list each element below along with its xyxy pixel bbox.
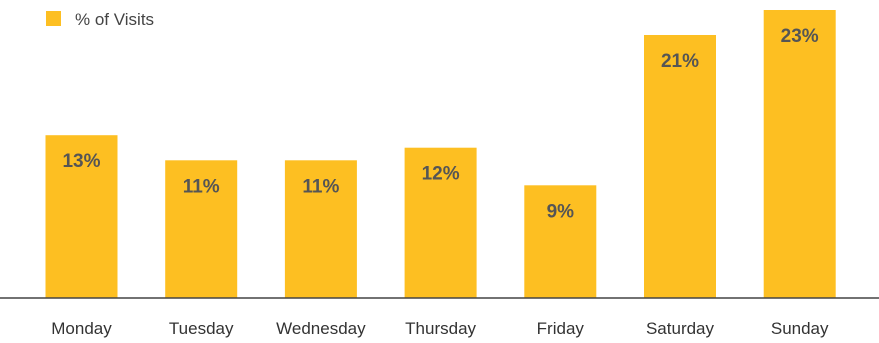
bar-thursday (404, 147, 477, 298)
legend: % of Visits (46, 10, 154, 29)
legend-label: % of Visits (75, 10, 154, 29)
value-labels-group: 13% 11% 11% 12% 9% 21% 23% (62, 26, 818, 222)
legend-swatch (46, 11, 61, 26)
x-tick-label-tuesday: Tuesday (169, 319, 234, 338)
x-tick-label-saturday: Saturday (646, 319, 715, 338)
data-label-thursday: 12% (422, 164, 460, 185)
bar-friday (524, 185, 597, 298)
data-label-wednesday: 11% (302, 176, 339, 197)
bar-monday (45, 135, 118, 298)
data-label-sunday: 23% (781, 26, 819, 47)
x-tick-label-wednesday: Wednesday (276, 319, 366, 338)
x-tick-label-monday: Monday (51, 319, 112, 338)
data-label-saturday: 21% (661, 51, 699, 72)
bar-sunday (763, 10, 836, 298)
x-axis-tick-labels: Monday Tuesday Wednesday Thursday Friday Satu… (51, 319, 829, 338)
bars-group (45, 10, 836, 298)
data-label-monday: 13% (62, 151, 100, 172)
bar-saturday (644, 35, 716, 298)
bar-tuesday (165, 160, 238, 298)
bar-wednesday (284, 160, 357, 298)
x-tick-label-thursday: Thursday (405, 319, 476, 338)
x-tick-label-friday: Friday (537, 319, 585, 338)
data-label-friday: 9% (547, 201, 575, 222)
data-label-tuesday: 11% (183, 176, 220, 197)
x-tick-label-sunday: Sunday (771, 319, 829, 338)
